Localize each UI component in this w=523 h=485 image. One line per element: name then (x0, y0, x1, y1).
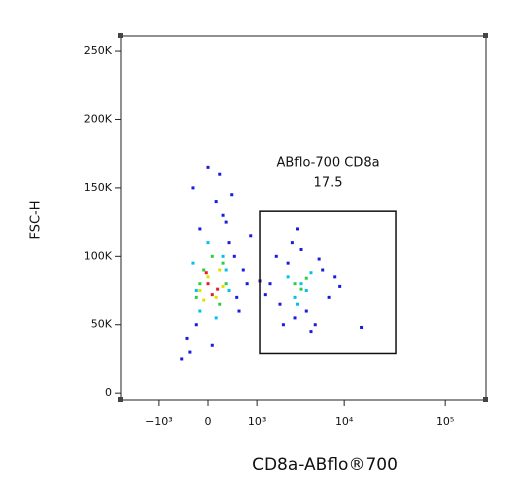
point (237, 309, 241, 313)
point (216, 287, 220, 291)
point (214, 295, 218, 299)
x-axis-title: CD8a-ABflo®700 (252, 455, 398, 475)
point (321, 268, 325, 272)
point (309, 330, 313, 334)
corner (118, 397, 123, 402)
point (224, 268, 228, 272)
point (194, 295, 198, 299)
point (293, 282, 297, 286)
point (333, 275, 337, 279)
point (227, 241, 231, 245)
point (293, 316, 297, 320)
point (198, 227, 202, 231)
point (304, 309, 308, 313)
point (206, 165, 210, 169)
point (249, 234, 253, 238)
point (221, 213, 225, 217)
point (221, 284, 225, 288)
point (286, 261, 290, 265)
y-tick-label: 250K (84, 44, 113, 57)
point (235, 295, 239, 299)
y-tick-label: 150K (84, 181, 113, 194)
point (309, 271, 313, 275)
point (227, 289, 231, 293)
point (206, 282, 210, 286)
point (299, 287, 303, 291)
gate (259, 210, 397, 355)
point (268, 282, 272, 286)
point (224, 282, 228, 286)
point (210, 293, 214, 297)
point (313, 323, 317, 327)
corner (118, 33, 123, 38)
point (296, 227, 300, 231)
point (188, 350, 192, 354)
point (245, 282, 249, 286)
point (278, 302, 282, 306)
point (218, 268, 222, 272)
point (293, 295, 297, 299)
x-tick-label: 10⁵ (436, 415, 454, 428)
gate-name: ABflo-700 CD8a (276, 156, 379, 171)
y-axis-title: FSC-H (29, 200, 44, 239)
point (214, 316, 218, 320)
x-tick-label: 0 (205, 415, 212, 428)
point (290, 241, 294, 245)
point (232, 254, 236, 258)
gate-percent: 17.5 (314, 176, 343, 191)
point (206, 241, 210, 245)
point (338, 284, 342, 288)
point (198, 309, 202, 313)
point (206, 275, 210, 279)
point (218, 302, 222, 306)
point (299, 282, 303, 286)
point (202, 298, 206, 302)
y-tick-label: 50K (91, 318, 113, 331)
point (221, 254, 225, 258)
point (224, 220, 228, 224)
corner (483, 397, 488, 402)
point (304, 289, 308, 293)
x-tick-label: −10³ (145, 415, 173, 428)
point (299, 247, 303, 251)
point (210, 254, 214, 258)
point (221, 261, 225, 265)
point (230, 193, 234, 197)
point (241, 268, 245, 272)
y-tick-label: 200K (84, 112, 113, 125)
point (327, 295, 331, 299)
point (210, 343, 214, 347)
point (214, 200, 218, 204)
point (194, 289, 198, 293)
y-tick-label: 0 (105, 386, 112, 399)
point (180, 357, 184, 361)
point (185, 336, 189, 340)
point (286, 275, 290, 279)
point (204, 271, 208, 275)
point (218, 172, 222, 176)
x-tick-label: 10³ (248, 415, 266, 428)
point (191, 261, 195, 265)
point (202, 268, 206, 272)
point (274, 254, 278, 258)
point (281, 323, 285, 327)
point (191, 186, 195, 190)
plot-frame (120, 35, 487, 401)
corner (483, 33, 488, 38)
point (194, 323, 198, 327)
point (198, 282, 202, 286)
point (263, 293, 267, 297)
point (317, 257, 321, 261)
x-tick-label: 10⁴ (335, 415, 354, 428)
point (304, 276, 308, 280)
point (360, 325, 364, 329)
point (198, 289, 202, 293)
point (296, 302, 300, 306)
y-tick-label: 100K (84, 249, 113, 262)
